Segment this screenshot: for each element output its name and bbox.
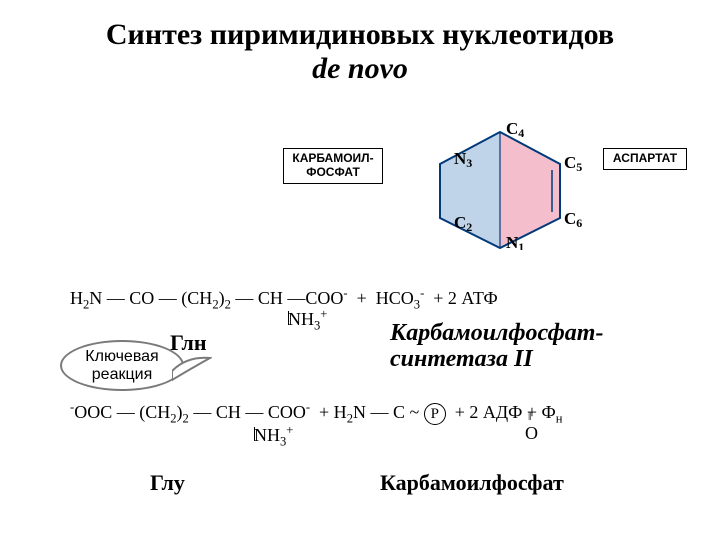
reaction-1-formula: H2N — CO — (CH2)2 — CH —COO- + HCO3- + 2… [70, 286, 498, 313]
aspartate-label: АСПАРТАТ [603, 148, 687, 170]
carbamoyl-text-1: КАРБАМОИЛ- [292, 151, 373, 165]
glutamate-label: Глу [150, 470, 185, 496]
title-line1: Синтез пиримидиновых нуклеотидов [0, 18, 720, 52]
title-line2: de novo [0, 52, 720, 86]
slide: Синтез пиримидиновых нуклеотидов de novo… [0, 0, 720, 540]
key-reaction-text: Ключевая реакция [85, 348, 158, 383]
pyrimidine-ring-diagram: N3 C4 C5 C6 N1 C2 [410, 120, 590, 250]
callout-tail-icon [172, 356, 212, 386]
atom-c6: C6 [564, 209, 582, 230]
ring-svg: N3 C4 C5 C6 N1 C2 [410, 120, 590, 250]
enzyme-line1: Карбамоилфосфат- [390, 320, 603, 346]
atom-c5: C5 [564, 153, 582, 174]
atom-c4: C4 [506, 120, 524, 140]
carbamoyl-phosphate-label: КАРБАМОИЛ- ФОСФАТ [283, 148, 383, 184]
carbamoyl-text-2: ФОСФАТ [306, 165, 360, 179]
slide-title: Синтез пиримидиновых нуклеотидов de novo [0, 18, 720, 86]
enzyme-name: Карбамоилфосфат- синтетаза II [390, 320, 603, 373]
phosphate-circle-icon: P [424, 403, 446, 425]
reaction-1-nh3: NH3+ [288, 307, 327, 334]
reaction-2-formula: -OOC — (CH2)2 — CH — COO- + H2N — C ~ P … [70, 400, 563, 427]
reaction-2-oxygen: ‖O [525, 423, 538, 444]
carbamoyl-phosphate-product-label: Карбамоилфосфат [380, 470, 564, 496]
reaction-2-nh3: NH3+ [254, 423, 293, 450]
ring-right-face [500, 132, 560, 248]
enzyme-line2: синтетаза II [390, 346, 533, 372]
key-reaction-callout: Ключевая реакция [60, 340, 184, 391]
